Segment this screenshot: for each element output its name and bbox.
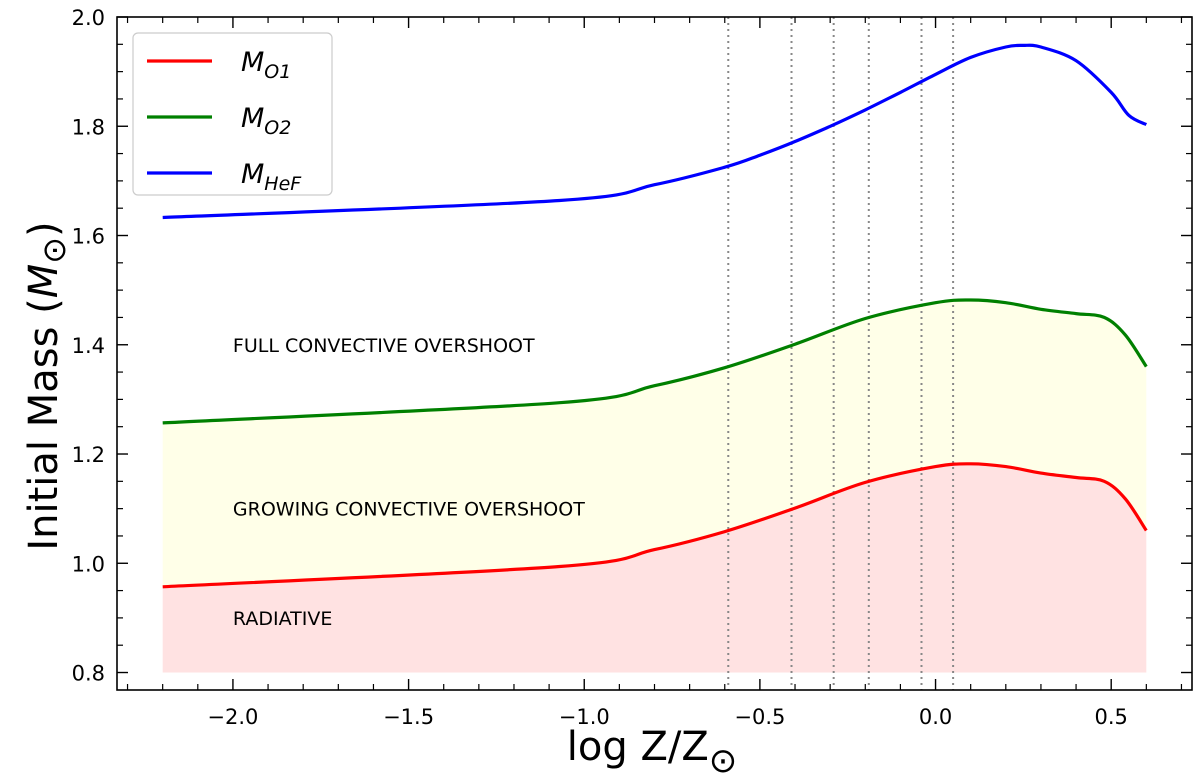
fill-region-1 [162, 299, 1147, 587]
fill-region-0 [162, 463, 1147, 673]
fill-regions [162, 299, 1147, 673]
series-line-m-o2 [162, 298, 1148, 425]
x-tick-label: −0.5 [734, 705, 785, 729]
y-tick-label: 1.6 [72, 225, 105, 249]
y-tick-label: 1.8 [72, 115, 105, 139]
region-label-0: FULL CONVECTIVE OVERSHOOT [233, 335, 535, 357]
x-tick-label: −1.0 [559, 705, 610, 729]
x-axis-title: log Z/Z⊙ [567, 724, 737, 777]
series-lines [162, 43, 1148, 589]
x-tick-label: 0.5 [1094, 705, 1127, 729]
y-tick-label: 0.8 [72, 662, 105, 686]
series-line-m-o1 [162, 462, 1148, 589]
region-label-2: RADIATIVE [233, 608, 332, 630]
legend-box [132, 32, 333, 196]
x-tick-label: −2.0 [207, 705, 258, 729]
x-tick-label: −1.5 [383, 705, 434, 729]
series-line-m-hef [162, 43, 1148, 220]
legend: MO1 MO2 MHeF [132, 32, 333, 196]
axis-tick-labels: −2.0 −1.5 −1.0 −0.5 0.0 0.5 0.8 1.0 1.2 1.4 1.6 1.8… [72, 6, 1128, 729]
legend-label-m-o1: MO1 [241, 47, 291, 83]
y-tick-label: 1.4 [72, 334, 105, 358]
axis-ticks [117, 16, 1192, 690]
x-tick-label: 0.0 [919, 705, 952, 729]
y-axis-title: Initial Mass (M⊙) [21, 221, 73, 550]
y-tick-label: 1.0 [72, 552, 105, 576]
region-annotations: FULL CONVECTIVE OVERSHOOT GROWING CONVECT… [233, 335, 585, 630]
legend-label-m-hef: MHeF [241, 159, 302, 195]
y-tick-label: 2.0 [72, 6, 105, 30]
legend-label-m-o2: MO2 [241, 103, 291, 139]
region-label-1: GROWING CONVECTIVE OVERSHOOT [233, 499, 585, 521]
metallicity-reference-lines [727, 17, 955, 690]
y-tick-label: 1.2 [72, 443, 105, 467]
